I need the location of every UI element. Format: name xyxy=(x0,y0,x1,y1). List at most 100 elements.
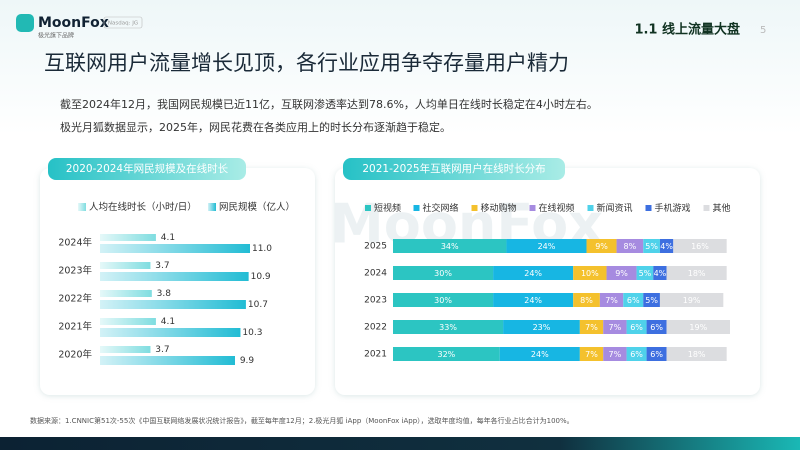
data-label: 7% xyxy=(605,296,618,305)
legend-swatch xyxy=(587,205,594,211)
data-label: 3.8 xyxy=(157,289,172,299)
bar xyxy=(100,244,250,253)
bar-segment xyxy=(643,239,660,253)
bar-segment xyxy=(493,293,574,307)
paragraph: 截至2024年12月，我国网民规模已近11亿，互联网渗透率达到78.6%，人均单… xyxy=(60,97,598,111)
data-label: 9% xyxy=(595,242,608,251)
bar-segment xyxy=(393,347,500,361)
data-label: 5% xyxy=(645,296,658,305)
data-label: 9.9 xyxy=(240,356,255,366)
data-label: 30% xyxy=(434,296,452,305)
bar-segment xyxy=(503,320,580,334)
data-label: 4.1 xyxy=(161,233,175,243)
data-label: 18% xyxy=(688,350,706,359)
data-label: 33% xyxy=(439,323,457,332)
bar-segment xyxy=(653,266,667,280)
data-label: 7% xyxy=(585,350,598,359)
card xyxy=(335,168,760,395)
data-label: 7% xyxy=(585,323,598,332)
legend-label: 人均在线时长（小时/日） xyxy=(89,201,197,213)
data-label: 9% xyxy=(615,269,628,278)
chart-title: 2020-2024年网民规模及在线时长 xyxy=(66,162,229,175)
legend-label: 短视频 xyxy=(374,202,401,214)
data-label: 7% xyxy=(609,350,622,359)
bar-segment xyxy=(393,293,494,307)
bar-segment xyxy=(626,347,647,361)
bar xyxy=(100,328,241,337)
bar-segment xyxy=(636,266,654,280)
y-tick-label: 2022年 xyxy=(58,293,92,305)
bar-segment xyxy=(616,239,644,253)
badge-box xyxy=(103,16,143,29)
legend-swatch xyxy=(413,205,420,211)
bar-segment xyxy=(573,266,607,280)
data-label: 6% xyxy=(627,296,640,305)
title: 互联网用户流量增长见顶，各行业应用争夺存量用户精力 xyxy=(44,51,569,75)
data-label: 3.7 xyxy=(155,261,169,271)
data-label: 6% xyxy=(630,350,643,359)
section: 1.1 线上流量大盘 xyxy=(634,22,740,38)
bar xyxy=(100,318,156,325)
y-tick-label: 2020年 xyxy=(58,349,92,361)
data-label: 10.9 xyxy=(251,272,271,282)
data-label: 6% xyxy=(630,323,643,332)
data-label: 5% xyxy=(645,242,658,251)
legend-swatch xyxy=(365,205,371,211)
paragraph: 极光月狐数据显示，2025年，网民花费在各类应用上的时长分布逐渐趋于稳定。 xyxy=(60,120,451,134)
data-label: 4% xyxy=(660,242,673,251)
data-label: 3.7 xyxy=(155,345,169,355)
legend-label: 手机游戏 xyxy=(655,202,691,214)
bar xyxy=(100,300,246,309)
bar-segment xyxy=(506,239,587,253)
bar-segment xyxy=(493,266,574,280)
bar-segment xyxy=(666,266,727,280)
source: 数据来源：1.CNNIC第51次-55次《中国互联网络发展状况统计报告》，截至每… xyxy=(30,416,574,425)
bar-segment xyxy=(646,347,667,361)
data-label: 6% xyxy=(650,323,663,332)
legend-label: 在线视频 xyxy=(539,202,575,214)
logo-icon xyxy=(16,14,34,32)
bar-segment xyxy=(603,347,627,361)
bar-segment xyxy=(623,293,644,307)
bar-segment xyxy=(666,320,730,334)
legend-swatch xyxy=(645,205,652,211)
logo: MoonFox xyxy=(38,15,109,31)
data-label: 8% xyxy=(580,296,593,305)
y-tick-label: 2022 xyxy=(364,323,387,333)
footer-band xyxy=(0,437,800,450)
bar-segment xyxy=(393,320,504,334)
y-tick-label: 2024年 xyxy=(58,237,92,249)
tagline: 极光旗下品牌 xyxy=(38,32,74,40)
bar-segment xyxy=(579,347,604,361)
badge: Nasdaq: JG xyxy=(108,21,138,27)
legend-label: 其他 xyxy=(713,202,731,214)
legend-swatch xyxy=(703,205,710,211)
bar-segment xyxy=(579,320,604,334)
data-label: 24% xyxy=(531,350,549,359)
legend-label: 网民规模（亿人） xyxy=(219,201,295,213)
bar xyxy=(100,234,156,241)
bar xyxy=(100,262,151,269)
data-label: 24% xyxy=(538,242,556,251)
legend-swatch xyxy=(208,203,216,211)
data-label: 11.0 xyxy=(252,244,272,254)
bar-segment xyxy=(659,293,724,307)
data-label: 18% xyxy=(688,269,706,278)
data-label: 10.3 xyxy=(242,328,262,338)
bar xyxy=(100,356,235,365)
chart-title: 2021-2025年互联网用户在线时长分布 xyxy=(362,162,545,175)
bar-segment xyxy=(673,239,727,253)
bar-segment xyxy=(606,266,637,280)
bar-segment xyxy=(599,293,624,307)
y-tick-label: 2023年 xyxy=(58,265,92,277)
y-tick-label: 2021年 xyxy=(58,321,92,333)
bar-segment xyxy=(626,320,647,334)
bar-segment xyxy=(586,239,617,253)
bar-segment xyxy=(499,347,580,361)
data-label: 24% xyxy=(524,269,542,278)
data-label: 7% xyxy=(609,323,622,332)
data-label: 16% xyxy=(691,242,709,251)
page-number: 5 xyxy=(760,25,766,36)
